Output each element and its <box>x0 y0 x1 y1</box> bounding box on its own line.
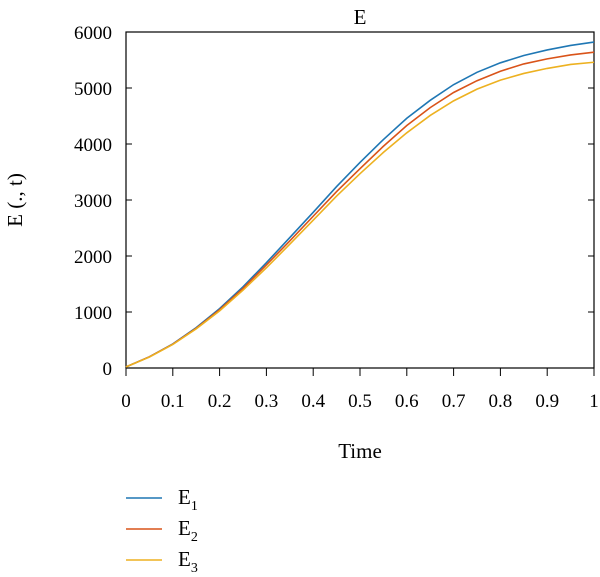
x-tick-label: 0.4 <box>301 391 325 412</box>
y-tick-label: 4000 <box>74 135 112 156</box>
y-tick-label: 6000 <box>74 23 112 44</box>
y-tick-label: 0 <box>103 359 113 380</box>
plot-area <box>125 31 595 369</box>
x-tick-label: 0.8 <box>489 391 513 412</box>
y-tick-label: 1000 <box>74 303 112 324</box>
legend-series-subscript: 2 <box>191 530 198 545</box>
y-tick-label: 2000 <box>74 247 112 268</box>
legend-series-subscript: 3 <box>191 561 198 576</box>
series-lines <box>125 41 595 368</box>
legend-series-name: E <box>178 547 191 571</box>
x-tick-label: 0 <box>121 391 131 412</box>
y-axis-title: E (., t) <box>3 173 27 227</box>
legend-label: E3 <box>178 547 198 576</box>
legend-series-subscript: 1 <box>191 499 198 514</box>
x-axis: 0 0.1 0.2 0.3 0.4 0.5 0.6 0.7 0.8 0.9 1 <box>121 368 599 412</box>
x-tick-label: 0.5 <box>348 391 372 412</box>
x-tick-label: 0.6 <box>395 391 419 412</box>
series-line-e2 <box>125 51 595 368</box>
x-tick-label: 0.9 <box>535 391 559 412</box>
x-tick-label: 0.7 <box>442 391 466 412</box>
legend-series-name: E <box>178 485 191 509</box>
series-line-e3 <box>125 61 595 368</box>
x-tick-label: 1 <box>589 391 599 412</box>
x-tick-label: 0.2 <box>208 391 232 412</box>
series-line-e1 <box>125 41 595 368</box>
y-tick-label: 3000 <box>74 191 112 212</box>
legend-label: E2 <box>178 516 198 545</box>
x-tick-label: 0.3 <box>255 391 279 412</box>
legend-label: E1 <box>178 485 198 514</box>
chart-title: E <box>354 5 367 29</box>
x-tick-label: 0.1 <box>161 391 185 412</box>
y-axis: 0 1000 2000 3000 4000 5000 6000 <box>74 23 594 380</box>
legend-series-name: E <box>178 516 191 540</box>
y-tick-label: 5000 <box>74 79 112 100</box>
x-axis-title: Time <box>338 439 382 463</box>
